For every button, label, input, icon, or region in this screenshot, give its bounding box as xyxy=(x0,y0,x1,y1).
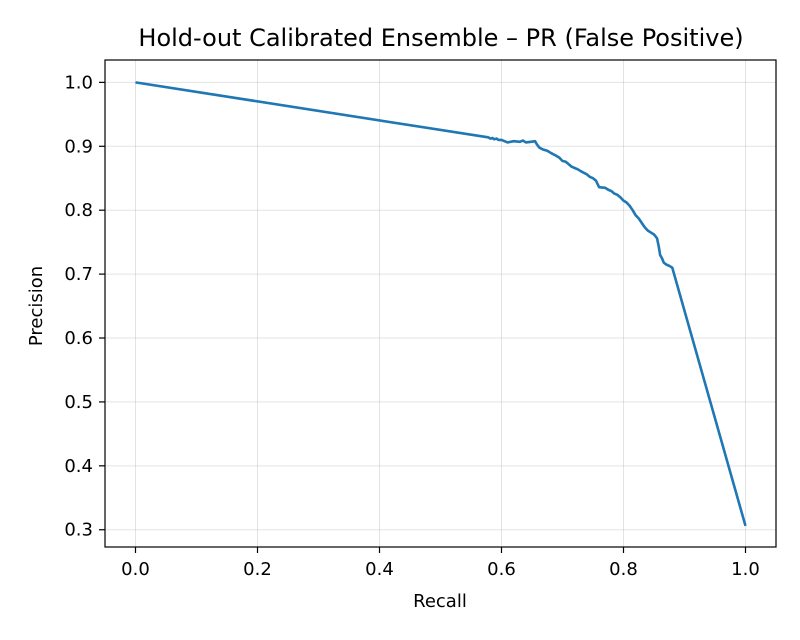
y-tick-label: 0.9 xyxy=(64,136,93,157)
x-tick-label: 0.6 xyxy=(487,559,516,580)
y-tick-label: 0.5 xyxy=(64,392,93,413)
x-tick-label: 0.0 xyxy=(121,559,150,580)
x-tick-label: 0.4 xyxy=(365,559,394,580)
plot-frame xyxy=(104,59,777,548)
y-tick-label: 0.7 xyxy=(64,264,93,285)
chart-title: Hold-out Calibrated Ensemble – PR (False… xyxy=(138,24,743,52)
pr-curve-line xyxy=(135,81,747,527)
x-axis-label: Recall xyxy=(413,591,467,612)
x-tick-label: 0.8 xyxy=(609,559,638,580)
x-tick-label: 1.0 xyxy=(731,559,760,580)
x-tick-label: 0.2 xyxy=(243,559,272,580)
y-tick-label: 0.8 xyxy=(64,200,93,221)
series-layer xyxy=(135,81,747,527)
ticks-layer: 0.0 0.2 0.4 0.6 0.8 1.0 0.3 0.4 0.5 0.6 0.7 0.8 0.9 1… xyxy=(64,72,759,580)
y-tick-label: 0.4 xyxy=(64,456,93,477)
y-tick-label: 0.3 xyxy=(64,520,93,541)
grid-layer xyxy=(105,60,776,547)
y-axis-label: Precision xyxy=(26,266,47,346)
y-tick-label: 0.6 xyxy=(64,328,93,349)
y-tick-label: 1.0 xyxy=(64,72,93,93)
